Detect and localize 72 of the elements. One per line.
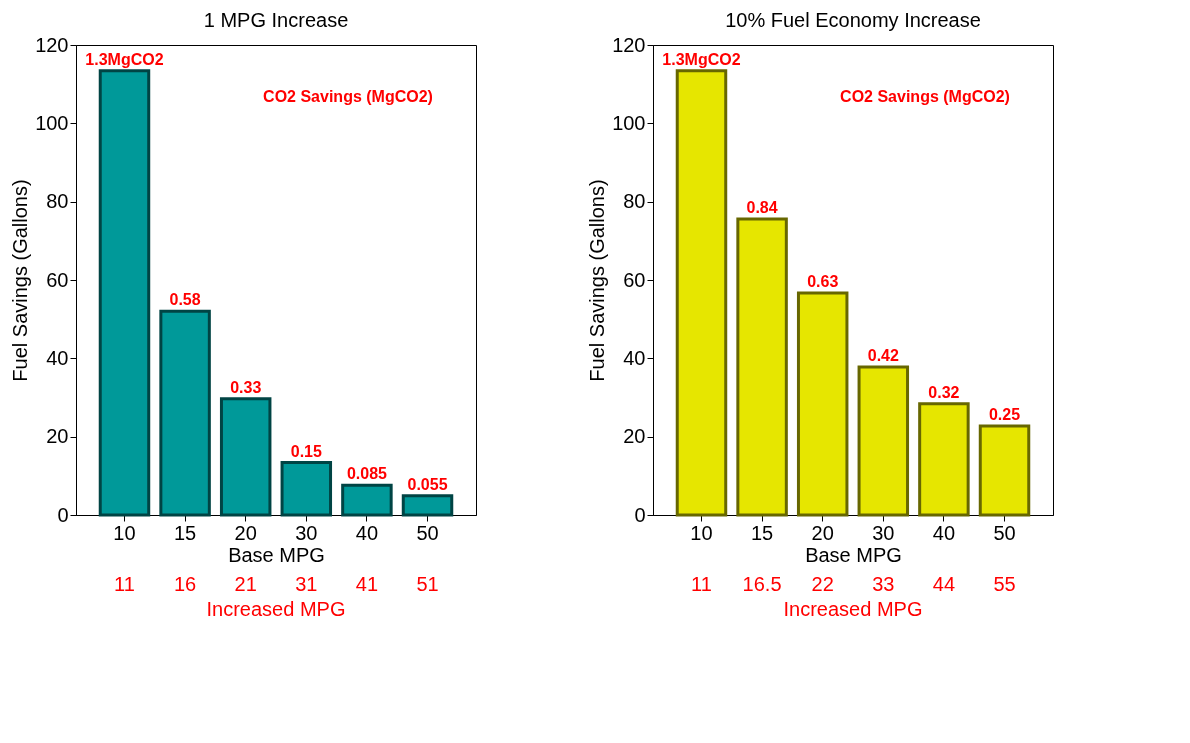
- y-tick-label: 40: [46, 346, 69, 369]
- x-axis-title: Base MPG: [805, 543, 902, 566]
- text: 11: [691, 573, 712, 595]
- text: 31: [295, 573, 318, 595]
- annotation: CO2 Savings (MgCO2): [840, 87, 1010, 105]
- x-tick-label: 10: [690, 521, 713, 544]
- y-tick-label: 100: [35, 111, 69, 134]
- y-tick-label: 20: [623, 425, 646, 448]
- bar: [978, 424, 1031, 517]
- y-axis-title: Fuel Savings (Gallons): [586, 179, 609, 382]
- bar: [796, 291, 849, 517]
- y-tick-label: 40: [623, 346, 646, 369]
- annotation: CO2 Savings (MgCO2): [263, 87, 433, 105]
- x-tick-label: 50: [993, 521, 1016, 544]
- y-tick-label: 0: [634, 503, 646, 526]
- annotation: 0.085: [346, 465, 388, 483]
- y-tick-label: 20: [46, 425, 69, 448]
- bar: [857, 365, 910, 517]
- x-tick-label: 20: [234, 521, 257, 544]
- y-tick-label: 60: [46, 268, 69, 291]
- y-tick-label: 0: [57, 503, 69, 526]
- annotation: 0.25: [988, 406, 1021, 424]
- text: 21: [234, 573, 257, 595]
- annotation: 0.33: [230, 378, 262, 396]
- annotation: 0.32: [928, 383, 960, 401]
- y-tick-label: 80: [623, 190, 646, 213]
- text: Increased MPG: [206, 598, 346, 620]
- x-tick-label: 50: [416, 521, 439, 544]
- bar: [736, 217, 788, 517]
- text: Increased MPG: [783, 598, 923, 620]
- x-tick-label: 30: [872, 521, 895, 544]
- text: 16.5: [742, 573, 782, 595]
- annotation: 0.055: [407, 475, 448, 493]
- text: 51: [416, 573, 439, 595]
- x-tick-label: 30: [295, 521, 318, 544]
- text: 55: [993, 573, 1016, 595]
- bar: [219, 397, 272, 517]
- chart-title: 1 MPG Increase: [203, 9, 349, 31]
- text: 16: [173, 573, 197, 595]
- y-tick-label: 60: [623, 268, 646, 291]
- annotation: 0.42: [867, 346, 899, 364]
- text: 44: [932, 573, 956, 595]
- annotation: 0.84: [746, 198, 778, 216]
- bar: [918, 402, 970, 517]
- x-axis-title: Base MPG: [228, 543, 325, 566]
- bar: [401, 494, 454, 517]
- y-tick-label: 80: [46, 190, 69, 213]
- bar: [280, 461, 333, 517]
- bar: [341, 483, 393, 517]
- chart-title: 10% Fuel Economy Increase: [725, 9, 981, 31]
- annotation: 1.3MgCO2: [85, 50, 164, 68]
- text: 11: [114, 573, 135, 595]
- x-tick-label: 15: [173, 521, 197, 544]
- x-tick-label: 40: [932, 521, 956, 544]
- y-axis-title: Fuel Savings (Gallons): [9, 179, 32, 382]
- annotation: 0.15: [290, 442, 322, 460]
- x-tick-label: 40: [355, 521, 379, 544]
- text: 41: [355, 573, 379, 595]
- bar: [159, 309, 211, 517]
- x-tick-label: 10: [113, 521, 136, 544]
- annotation: 0.58: [169, 291, 201, 309]
- x-tick-label: 20: [811, 521, 834, 544]
- annotation: 1.3MgCO2: [662, 50, 741, 68]
- text: 33: [872, 573, 895, 595]
- annotation: 0.63: [807, 272, 839, 290]
- y-tick-label: 100: [612, 111, 646, 134]
- bar: [675, 69, 728, 517]
- text: 22: [811, 573, 834, 595]
- y-tick-label: 120: [35, 33, 69, 56]
- y-tick-label: 120: [612, 33, 646, 56]
- x-tick-label: 15: [750, 521, 774, 544]
- bar: [98, 69, 151, 517]
